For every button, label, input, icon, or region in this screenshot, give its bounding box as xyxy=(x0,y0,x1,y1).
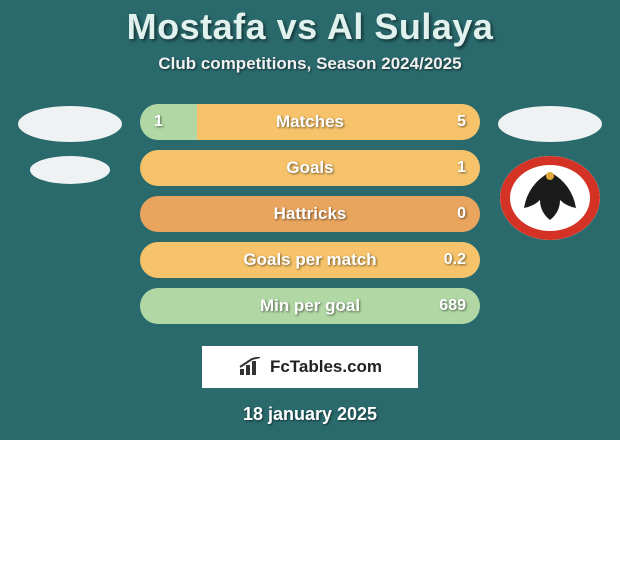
subtitle: Club competitions, Season 2024/2025 xyxy=(158,54,461,74)
background-bottom xyxy=(0,440,620,580)
stat-right-value: 0 xyxy=(457,205,466,223)
brand-label: FcTables.com xyxy=(270,357,382,377)
right-player-badge xyxy=(500,156,600,240)
left-player-col xyxy=(18,104,122,184)
right-player-col xyxy=(498,104,602,240)
stat-right-value: 0.2 xyxy=(444,251,466,269)
stat-bars: 15Matches1Goals0Hattricks0.2Goals per ma… xyxy=(140,104,480,324)
stat-bar: 0Hattricks xyxy=(140,196,480,232)
brand-box[interactable]: FcTables.com xyxy=(202,346,418,388)
stat-bar: 689Min per goal xyxy=(140,288,480,324)
stat-right-value: 5 xyxy=(457,113,466,131)
date-text: 18 january 2025 xyxy=(243,404,377,425)
stat-left-value: 1 xyxy=(154,113,163,131)
comparison-row: 15Matches1Goals0Hattricks0.2Goals per ma… xyxy=(0,104,620,324)
right-player-avatar xyxy=(498,106,602,142)
bar-chart-icon xyxy=(238,357,264,377)
page-title: Mostafa vs Al Sulaya xyxy=(127,6,494,48)
stat-bar: 15Matches xyxy=(140,104,480,140)
left-player-badge xyxy=(30,156,110,184)
club-badge-icon xyxy=(500,156,600,240)
stat-bar: 0.2Goals per match xyxy=(140,242,480,278)
content: Mostafa vs Al Sulaya Club competitions, … xyxy=(0,0,620,425)
left-player-avatar xyxy=(18,106,122,142)
stat-right-value: 1 xyxy=(457,159,466,177)
stat-bar: 1Goals xyxy=(140,150,480,186)
stat-right-value: 689 xyxy=(439,297,466,315)
